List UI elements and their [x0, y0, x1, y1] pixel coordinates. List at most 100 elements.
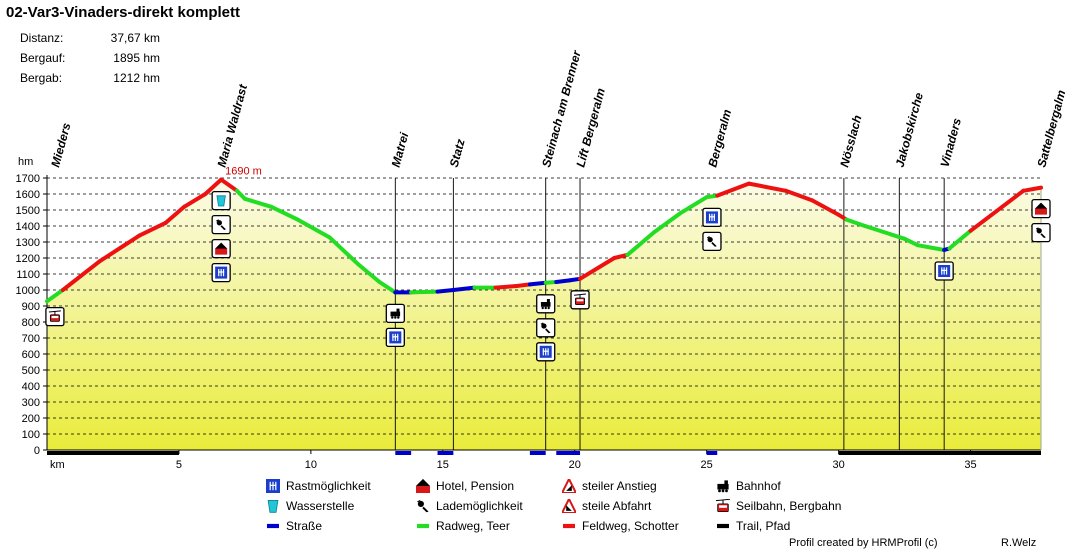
elevation-profile-chart: 0 100 200 300 400 500 600 700 800 900 1000 1100 1200…	[16, 48, 1069, 471]
rast-icon	[385, 327, 405, 348]
legend: Rastmöglichkeit Hotel, Pension steiler Ans…	[266, 478, 886, 538]
profile-segment	[578, 256, 617, 281]
lade-icon	[1031, 222, 1051, 243]
profile-segment	[947, 228, 973, 251]
y-tick-label: 800	[22, 317, 40, 329]
surface-bar-segment	[529, 451, 546, 455]
legend-item: Lademöglichkeit	[416, 498, 523, 514]
icon-wheel	[718, 489, 721, 493]
icon-cable	[48, 310, 61, 313]
icon-engine	[717, 483, 729, 490]
profile-segment	[844, 217, 867, 228]
strasse-legend-icon	[267, 523, 279, 529]
profile-segment	[295, 217, 332, 240]
profile-segment	[203, 177, 224, 196]
surface-bar-segment	[706, 451, 718, 455]
feldweg-legend-icon	[563, 523, 575, 529]
profile-segment	[137, 220, 168, 238]
y-tick-label: 600	[22, 349, 40, 361]
icon-plug	[545, 328, 551, 334]
footer-author: R.Welz	[1001, 537, 1037, 549]
legend-item: Radweg, Teer	[416, 518, 510, 534]
y-tick-label: 500	[22, 365, 40, 377]
profile-segment	[915, 243, 947, 252]
rast-icon	[934, 261, 954, 281]
icon-swatch	[417, 523, 429, 529]
icon-triangle	[562, 479, 576, 493]
icon-swatch	[563, 523, 575, 529]
legend-item: steiler Anstieg	[562, 478, 657, 494]
profile-segment	[60, 259, 102, 292]
profile-segment	[45, 288, 65, 304]
page-title: 02-Var3-Vinaders-direkt komplett	[6, 4, 240, 21]
ascent-value: 1895 hm	[113, 51, 160, 65]
icon-plug-head	[417, 500, 424, 507]
bahnhof-icon	[536, 294, 556, 314]
profile-segment	[514, 282, 532, 288]
icon-engine	[390, 311, 401, 317]
seilbahn-icon	[716, 499, 730, 512]
hotel-legend-icon	[416, 479, 430, 493]
surface-bar-segment	[838, 451, 1041, 455]
icon-wheel	[391, 316, 394, 319]
profile-segment	[554, 278, 572, 284]
icon-cable	[573, 293, 587, 296]
profile-segment	[327, 235, 361, 267]
legend-label: Bahnhof	[736, 479, 781, 493]
icon-wheel	[394, 316, 397, 319]
icon-roof	[1035, 202, 1047, 209]
profile-segment	[1021, 185, 1043, 193]
icon-window	[576, 299, 584, 302]
bahnhof-legend-icon	[717, 480, 729, 493]
icon-swatch	[267, 523, 279, 529]
legend-item: Trail, Pfad	[716, 518, 790, 534]
profile-segment	[182, 192, 208, 209]
legend-label: steiler Anstieg	[582, 479, 657, 493]
legend-label: Radweg, Teer	[436, 519, 510, 533]
y-tick-label: 1600	[16, 189, 40, 201]
anstieg-legend-icon	[562, 479, 576, 493]
icon-triangle	[562, 499, 576, 513]
legend-label: Hotel, Pension	[436, 479, 515, 493]
x-tick-label: 20	[569, 459, 581, 471]
x-tick-label: 10	[305, 459, 317, 471]
legend-label: Straße	[286, 519, 323, 533]
lade-icon	[417, 499, 429, 513]
feldweg-icon	[563, 523, 575, 529]
icon-window	[719, 505, 727, 508]
icon-slope	[566, 485, 572, 491]
wasser-legend-icon	[267, 500, 279, 513]
profile-segment	[746, 181, 788, 193]
profile-segment	[1000, 188, 1026, 209]
profile-segment	[97, 233, 142, 264]
profile-area	[47, 179, 1041, 450]
icon-cup	[216, 195, 226, 207]
profile-segment	[163, 204, 187, 225]
waypoint-label: Matrei	[389, 130, 412, 168]
y-tick-label: 400	[22, 381, 40, 393]
abfahrt-legend-icon	[562, 499, 576, 513]
waypoint-label: Vinaders	[938, 116, 965, 168]
x-tick-label: 35	[964, 459, 976, 471]
bahnhof-icon	[385, 303, 405, 324]
trail-legend-icon	[717, 523, 729, 529]
surface-bar-segment	[395, 451, 412, 455]
y-tick-label: 200	[22, 413, 40, 425]
y-tick-label: 900	[22, 301, 40, 313]
icon-slope	[566, 505, 572, 511]
profile-segment	[356, 262, 382, 284]
icon-prong	[216, 219, 219, 222]
lade-legend-icon	[417, 499, 429, 513]
profile-segment	[377, 280, 398, 295]
profile-segment	[527, 280, 548, 287]
profile-segment	[612, 252, 630, 260]
y-tick-label: 700	[22, 333, 40, 345]
icon-wheel	[544, 306, 547, 310]
icon-prong	[417, 499, 421, 503]
icon-engine	[540, 302, 551, 307]
seilbahn-icon	[45, 306, 65, 327]
y-axis-label: hm	[18, 156, 33, 168]
x-tick-label: 5	[176, 459, 182, 471]
icon-wheel	[397, 316, 400, 319]
icon-plug	[422, 506, 429, 513]
